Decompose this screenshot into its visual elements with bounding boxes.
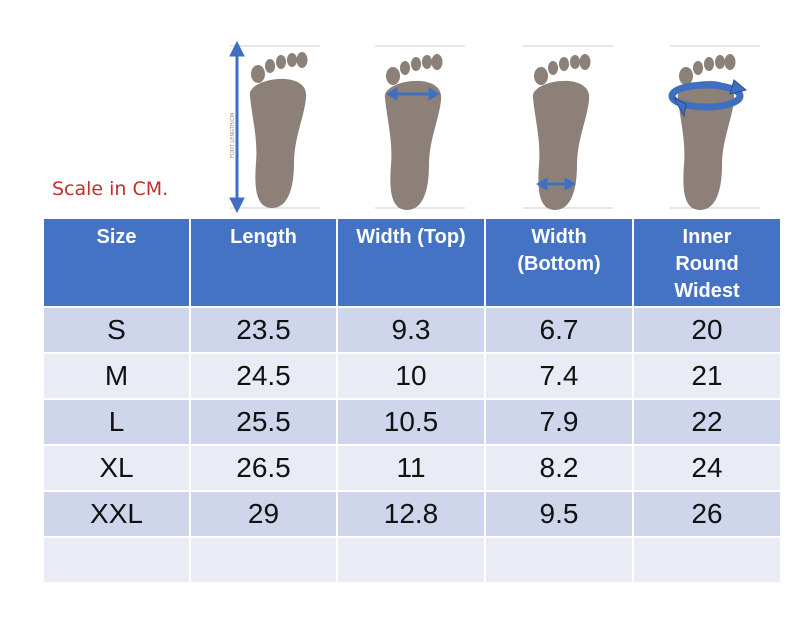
width-arrow-icon bbox=[536, 177, 576, 191]
cell-size: L bbox=[42, 398, 191, 446]
foot-width-bottom-diagram bbox=[503, 38, 633, 216]
cell-width-top bbox=[336, 536, 486, 584]
cell-inner-round: 22 bbox=[632, 398, 782, 446]
cell-width-top: 12.8 bbox=[336, 490, 486, 538]
header-width-top: Width (Top) bbox=[336, 217, 486, 308]
cell-inner-round: 26 bbox=[632, 490, 782, 538]
foot-icon bbox=[677, 54, 736, 210]
cell-width-bottom: 7.9 bbox=[484, 398, 634, 446]
table-row: S 23.5 9.3 6.7 20 bbox=[42, 306, 782, 354]
cell-width-top: 9.3 bbox=[336, 306, 486, 354]
table-row: XL 26.5 11 8.2 24 bbox=[42, 444, 782, 492]
cell-length: 23.5 bbox=[189, 306, 338, 354]
cell-width-top: 10 bbox=[336, 352, 486, 400]
cell-size: XL bbox=[42, 444, 191, 492]
cell-size: XXL bbox=[42, 490, 191, 538]
cell-width-top: 10.5 bbox=[336, 398, 486, 446]
scale-note: Scale in CM. bbox=[52, 178, 169, 200]
header-length: Length bbox=[189, 217, 338, 308]
foot-length-vertical-label: FOOT LENGTH/CM bbox=[230, 113, 236, 158]
foot-inner-round-diagram bbox=[650, 38, 780, 216]
cell-inner-round: 21 bbox=[632, 352, 782, 400]
rotate-arrow-icon bbox=[668, 79, 748, 118]
cell-width-bottom: 6.7 bbox=[484, 306, 634, 354]
table-header-row: Size Length Width (Top) Width (Bottom) I… bbox=[42, 217, 782, 308]
cell-width-top: 11 bbox=[336, 444, 486, 492]
width-arrow-icon bbox=[386, 87, 440, 101]
table-row: M 24.5 10 7.4 21 bbox=[42, 352, 782, 400]
header-width-bottom: Width (Bottom) bbox=[484, 217, 634, 308]
cell-size: S bbox=[42, 306, 191, 354]
cell-width-bottom: 8.2 bbox=[484, 444, 634, 492]
cell-length: 29 bbox=[189, 490, 338, 538]
foot-length-diagram: FOOT LENGTH/CM bbox=[210, 38, 340, 216]
length-arrow-icon bbox=[229, 40, 245, 214]
cell-width-bottom: 7.4 bbox=[484, 352, 634, 400]
header-inner-round-widest: Inner Round Widest bbox=[632, 217, 782, 308]
table-row-empty bbox=[42, 536, 782, 584]
foot-icon bbox=[384, 54, 443, 210]
cell-inner-round: 24 bbox=[632, 444, 782, 492]
cell-length: 24.5 bbox=[189, 352, 338, 400]
foot-width-top-diagram bbox=[355, 38, 485, 216]
cell-width-bottom bbox=[484, 536, 634, 584]
cell-size: M bbox=[42, 352, 191, 400]
cell-length bbox=[189, 536, 338, 584]
cell-width-bottom: 9.5 bbox=[484, 490, 634, 538]
table-row: XXL 29 12.8 9.5 26 bbox=[42, 490, 782, 538]
cell-size bbox=[42, 536, 191, 584]
size-chart-table: Size Length Width (Top) Width (Bottom) I… bbox=[42, 217, 782, 584]
cell-length: 25.5 bbox=[189, 398, 338, 446]
header-size: Size bbox=[42, 217, 191, 308]
foot-icon bbox=[249, 52, 308, 208]
table-row: L 25.5 10.5 7.9 22 bbox=[42, 398, 782, 446]
cell-inner-round bbox=[632, 536, 782, 584]
cell-inner-round: 20 bbox=[632, 306, 782, 354]
cell-length: 26.5 bbox=[189, 444, 338, 492]
